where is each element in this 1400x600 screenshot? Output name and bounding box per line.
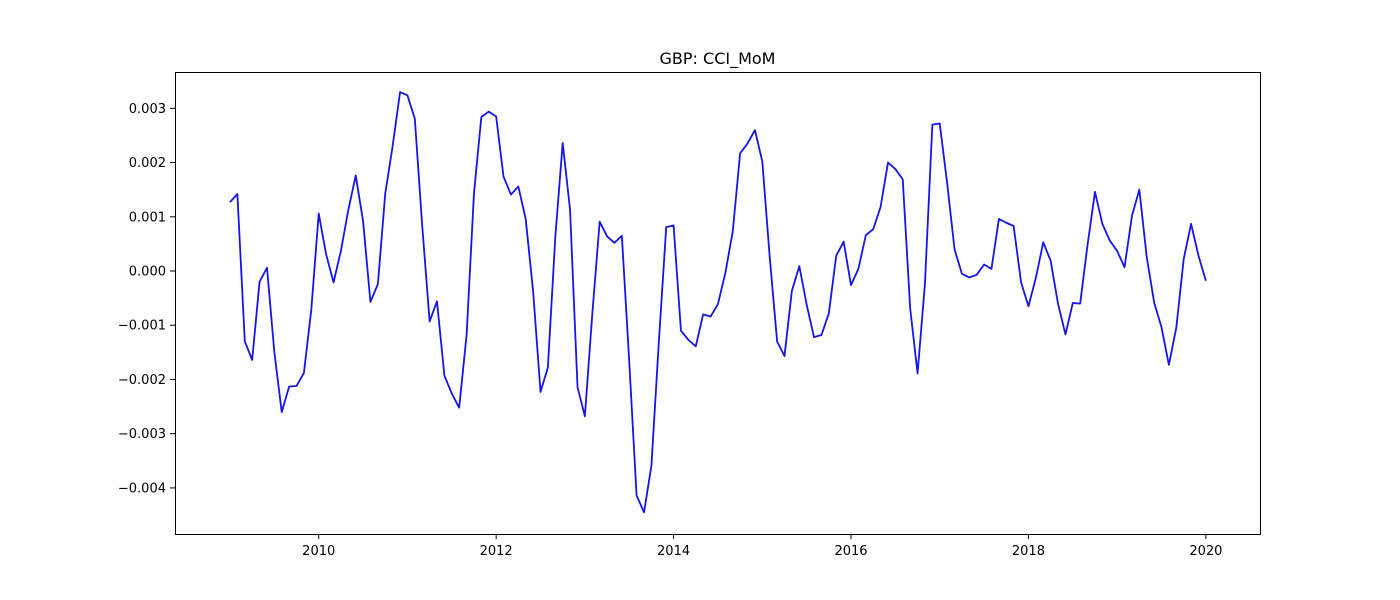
plot-frame (175, 72, 1261, 535)
y-tick-label: −0.001 (118, 319, 166, 334)
y-tick-label: 0.003 (129, 102, 166, 117)
series-line (229, 91, 1207, 514)
y-axis: −0.004 −0.003 −0.002 −0.001 0.000 0.001 0.002 0… (118, 102, 175, 496)
y-tick-label: −0.003 (118, 427, 166, 442)
y-tick-label: −0.004 (118, 481, 166, 496)
x-tick-label: 2016 (834, 544, 867, 559)
y-tick-label: 0.002 (129, 156, 166, 171)
y-tick-label: −0.002 (118, 373, 166, 388)
x-tick-label: 2010 (302, 544, 335, 559)
x-tick-label: 2018 (1012, 544, 1045, 559)
chart-title: GBP: CCI_MoM (660, 49, 776, 69)
y-tick-label: 0.000 (129, 265, 166, 280)
x-axis: 2010 2012 2014 2016 2018 2020 (302, 534, 1222, 559)
y-tick-label: 0.001 (129, 210, 166, 225)
x-tick-label: 2020 (1189, 544, 1222, 559)
plot-area (229, 91, 1207, 514)
x-tick-label: 2012 (480, 544, 513, 559)
x-tick-label: 2014 (657, 544, 690, 559)
